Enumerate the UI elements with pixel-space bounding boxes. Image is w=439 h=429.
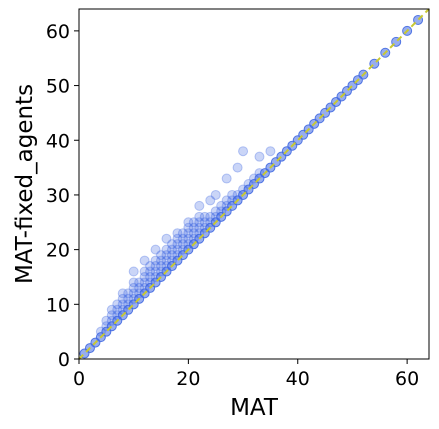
- data-point: [172, 228, 183, 239]
- data-point: [145, 266, 156, 277]
- data-point: [188, 228, 199, 239]
- data-point: [177, 239, 188, 250]
- data-point: [150, 255, 161, 266]
- data-point: [194, 211, 205, 222]
- data-point: [156, 250, 167, 261]
- axis-ticks: 0 20 40 60 0 10 20 30 40 50 60: [46, 21, 419, 390]
- y-tick-label: 40: [46, 130, 70, 152]
- data-point: [128, 288, 139, 299]
- data-point: [194, 217, 205, 228]
- data-point: [194, 222, 205, 233]
- data-point: [172, 244, 183, 255]
- y-tick-label: 10: [46, 294, 70, 316]
- data-point: [188, 217, 199, 228]
- data-point: [134, 282, 145, 293]
- y-tick-label: 30: [46, 185, 70, 207]
- data-point: [106, 310, 117, 321]
- data-point: [161, 244, 172, 255]
- data-point: [210, 189, 221, 200]
- data-point: [117, 299, 128, 310]
- data-point: [166, 250, 177, 261]
- data-point: [227, 189, 238, 200]
- data-point: [139, 266, 150, 277]
- data-point: [117, 293, 128, 304]
- data-point: [199, 211, 210, 222]
- data-point: [183, 222, 194, 233]
- data-point: [166, 239, 177, 250]
- y-axis-label: MAT-fixed_agents: [12, 84, 38, 284]
- data-point: [238, 146, 249, 157]
- x-tick-label: 0: [73, 368, 85, 390]
- data-point: [145, 271, 156, 282]
- data-point: [156, 255, 167, 266]
- data-point: [199, 217, 210, 228]
- data-point: [221, 173, 232, 184]
- x-tick-label: 40: [286, 368, 310, 390]
- data-point: [106, 304, 117, 315]
- data-point: [112, 304, 123, 315]
- data-point: [128, 266, 139, 277]
- data-point: [172, 233, 183, 244]
- data-point: [150, 261, 161, 272]
- data-point: [254, 168, 265, 179]
- data-point: [128, 282, 139, 293]
- data-point: [177, 228, 188, 239]
- y-tick-label: 50: [46, 76, 70, 98]
- data-point: [139, 277, 150, 288]
- data-point: [166, 244, 177, 255]
- data-point: [194, 200, 205, 211]
- data-point: [101, 315, 112, 326]
- x-tick-label: 20: [176, 368, 200, 390]
- data-point: [112, 299, 123, 310]
- data-point: [161, 250, 172, 261]
- y-tick-label: 0: [58, 349, 70, 371]
- data-point: [265, 146, 276, 157]
- data-point: [188, 222, 199, 233]
- data-point: [161, 233, 172, 244]
- x-axis-label: MAT: [230, 395, 279, 421]
- data-point: [210, 206, 221, 217]
- data-point: [177, 233, 188, 244]
- data-point: [134, 277, 145, 288]
- plot-frame: [78, 8, 430, 360]
- data-point: [161, 255, 172, 266]
- data-point: [205, 211, 216, 222]
- y-tick-label: 60: [46, 21, 70, 43]
- data-point: [156, 261, 167, 272]
- data-point: [205, 195, 216, 206]
- data-point: [183, 228, 194, 239]
- data-point: [128, 277, 139, 288]
- data-point: [150, 244, 161, 255]
- data-point: [123, 288, 134, 299]
- x-tick-label: 60: [395, 368, 419, 390]
- data-point: [117, 288, 128, 299]
- data-point: [123, 293, 134, 304]
- data-point: [221, 195, 232, 206]
- data-point: [139, 255, 150, 266]
- data-point: [183, 233, 194, 244]
- y-tick-label: 20: [46, 240, 70, 262]
- data-point: [139, 271, 150, 282]
- data-point: [145, 261, 156, 272]
- data-point: [216, 200, 227, 211]
- data-point: [183, 217, 194, 228]
- data-point: [172, 239, 183, 250]
- reference-line: [78, 8, 430, 360]
- data-point: [232, 162, 243, 173]
- data-point: [150, 266, 161, 277]
- data-point: [254, 151, 265, 162]
